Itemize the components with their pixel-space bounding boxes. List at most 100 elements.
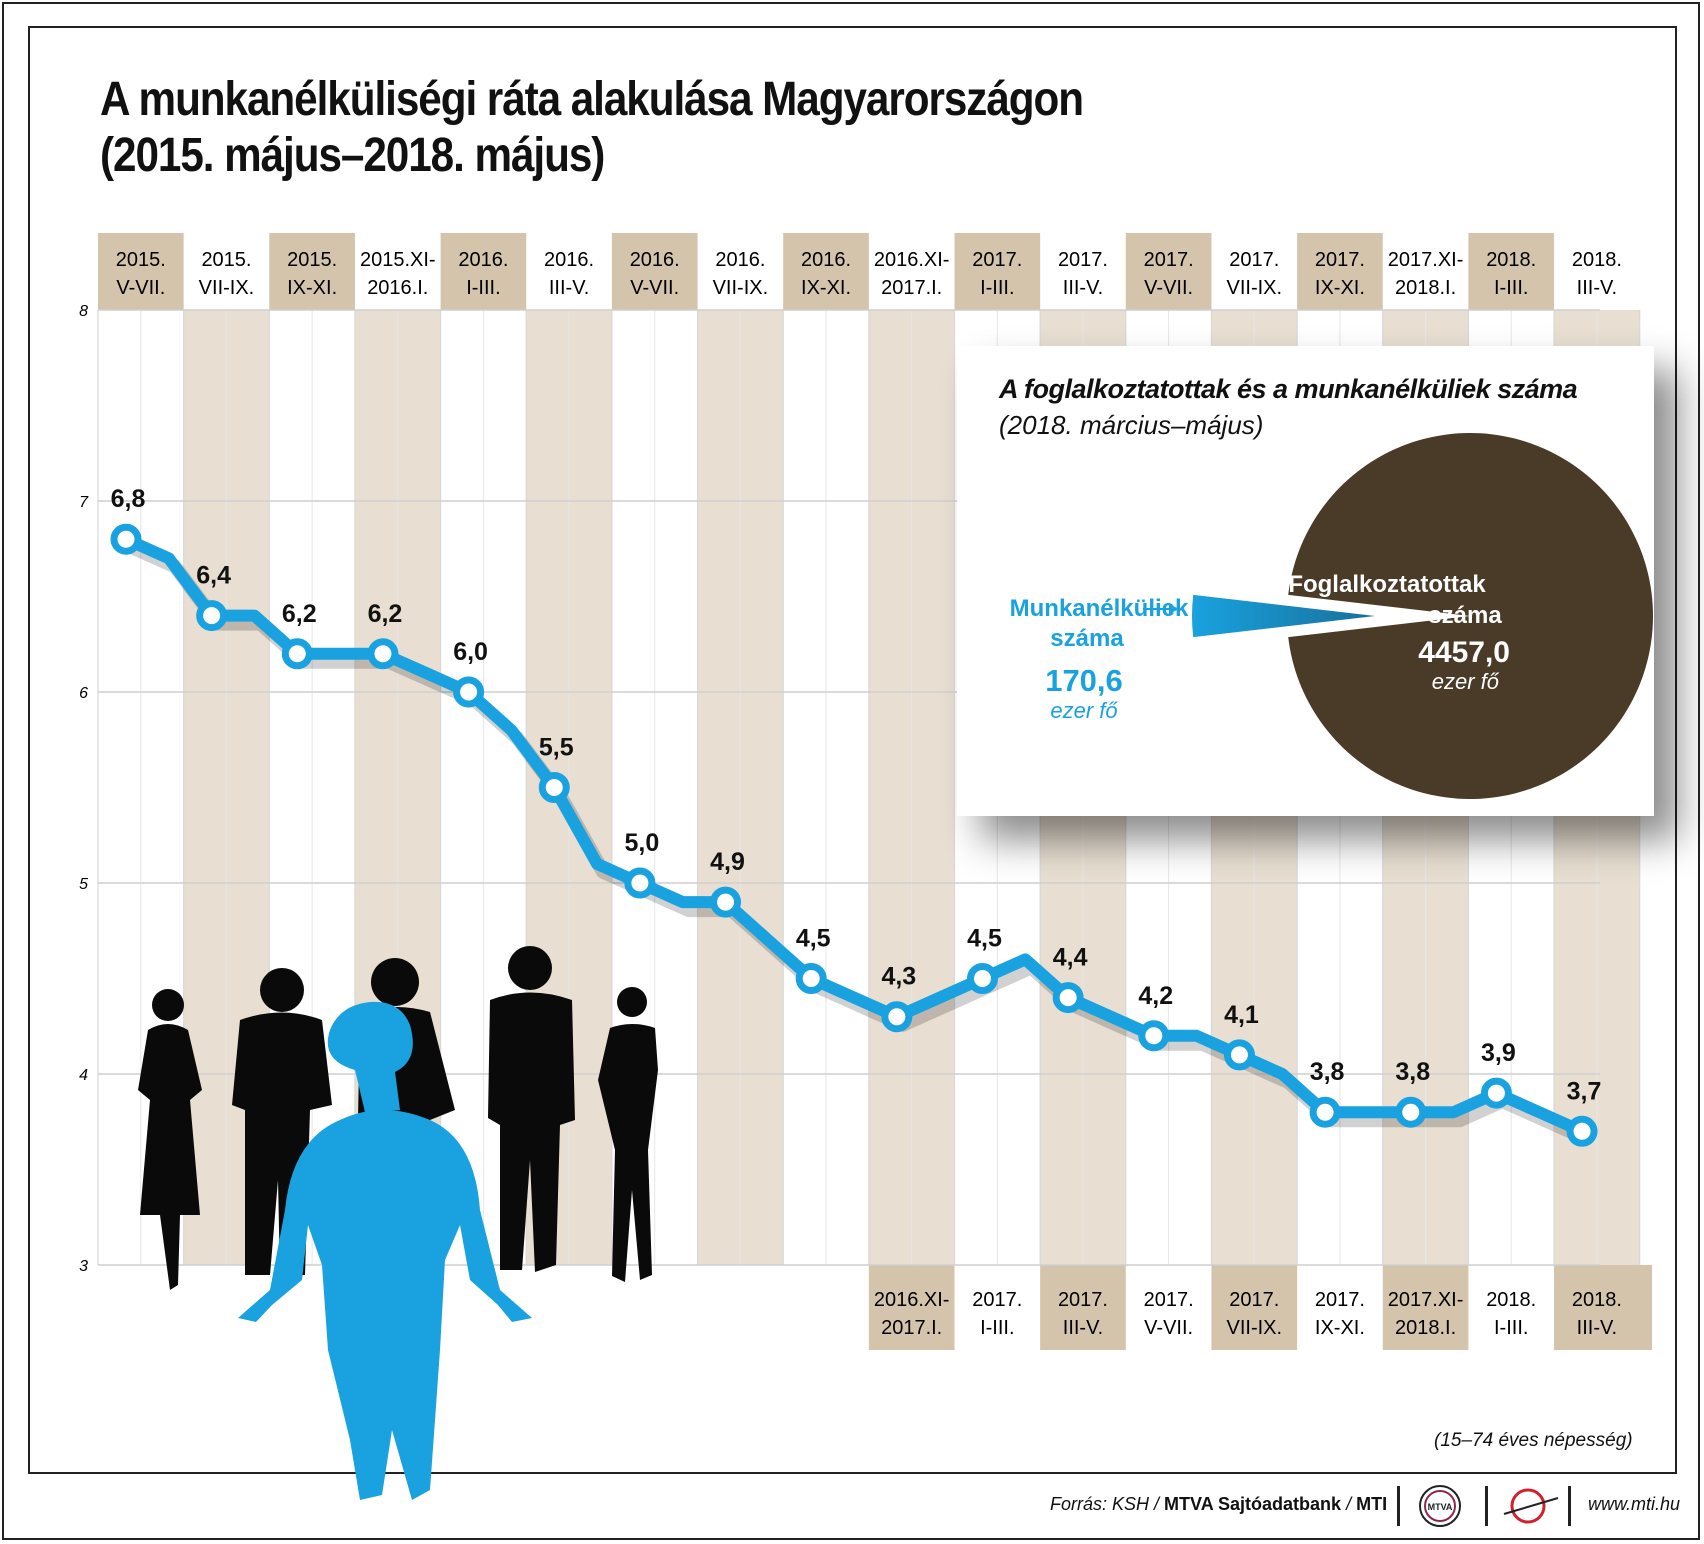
header-cell	[98, 233, 184, 310]
x-tick-label: 2018.I.	[1395, 277, 1456, 299]
x-tick-label-bottom: I-III.	[1494, 1317, 1528, 1339]
data-label: 6,0	[453, 638, 488, 666]
y-tick-label: 7	[79, 494, 89, 511]
source-end: MTI	[1356, 1494, 1388, 1514]
x-tick-label-bottom: 2018.	[1572, 1289, 1622, 1311]
x-tick-label: 2016.	[544, 249, 594, 271]
x-tick-label: 2016.I.	[367, 277, 428, 299]
data-point	[453, 676, 485, 708]
data-label: 6,8	[111, 485, 146, 513]
header-cell	[611, 233, 698, 310]
header-cell	[954, 233, 1041, 310]
data-points	[110, 523, 1598, 1147]
bottom-border-right	[496, 1472, 1677, 1474]
x-tick-label: V-VII.	[1144, 277, 1193, 299]
x-tick-label: VII-IX.	[199, 277, 255, 299]
pie-title: A foglalkoztatottak és a munkanélküliek …	[999, 374, 1578, 404]
silhouette-group-icon	[138, 946, 658, 1290]
x-tick-label: 2015.	[201, 249, 251, 271]
x-tick-label: 2017.	[1229, 249, 1279, 271]
x-tick-label-bottom: V-VII.	[1144, 1317, 1193, 1339]
x-tick-label: 2018.	[1572, 249, 1622, 271]
x-tick-label: 2016.XI-	[874, 249, 950, 271]
y-tick-label: 8	[79, 303, 88, 320]
data-label: 6,4	[196, 562, 231, 590]
mti-logo-icon	[1510, 1488, 1546, 1524]
header-cell	[440, 233, 527, 310]
pie-slice-unemployed	[1192, 594, 1375, 638]
footer-separator	[1568, 1486, 1571, 1526]
data-label: 6,2	[282, 600, 317, 628]
x-tick-label: 2017.	[1144, 249, 1194, 271]
mtva-logo-icon	[1419, 1485, 1461, 1527]
source-prefix: Forrás: KSH /	[1050, 1494, 1165, 1514]
data-label: 5,0	[625, 829, 660, 857]
chart-title: A munkanélküliségi ráta alakulása Magyar…	[100, 72, 1084, 184]
header-cell	[269, 233, 355, 310]
data-label: 3,8	[1310, 1058, 1345, 1086]
mtva-logo-ring-icon	[1424, 1490, 1456, 1522]
header-cell	[1125, 233, 1212, 310]
x-tick-label: VII-IX.	[713, 277, 769, 299]
x-tick-label-bottom: 2017.	[1144, 1289, 1194, 1311]
x-tick-label-bottom: 2018.I.	[1395, 1317, 1456, 1339]
data-label: 4,9	[710, 848, 745, 876]
data-label: 4,1	[1224, 1001, 1259, 1029]
x-tick-label: IX-XI.	[801, 277, 851, 299]
x-tick-label: III-V.	[1577, 277, 1617, 299]
source-line: Forrás: KSH / MTVA Sajtóadatbank / MTI	[1050, 1494, 1387, 1515]
data-point	[1395, 1096, 1427, 1128]
x-tick-label: 2015.XI-	[360, 249, 436, 271]
mtva-logo-text: MTVA	[1428, 1502, 1453, 1512]
data-label: 5,5	[539, 734, 574, 762]
x-tick-label-bottom: 2017.	[1229, 1289, 1279, 1311]
data-point	[281, 638, 313, 670]
footer-logos: MTVA	[1419, 1485, 1559, 1527]
unemployed-value: 170,6	[1045, 663, 1123, 698]
data-point	[710, 886, 742, 918]
footer-separator	[1485, 1486, 1488, 1526]
x-tick-label-bottom: 2016.XI-	[874, 1289, 950, 1311]
x-tick-label-bottom: 2017.	[972, 1289, 1022, 1311]
data-point	[110, 523, 142, 555]
data-point	[967, 963, 998, 994]
y-tick-label: 6	[79, 685, 88, 702]
x-tick-label-bottom: 2017.XI-	[1388, 1289, 1464, 1311]
pie-panel: A foglalkoztatottak és a munkanélküliek …	[957, 346, 1654, 816]
x-tick-label: IX-XI.	[1315, 277, 1365, 299]
footer-cell	[1382, 1265, 1469, 1350]
footer-cell	[1040, 1265, 1126, 1350]
y-tick-label: 3	[79, 1258, 88, 1275]
x-tick-label: 2016.	[801, 249, 851, 271]
arrowhead-icon	[1169, 604, 1179, 614]
x-tick-label: I-III.	[1494, 277, 1528, 299]
footer-separator	[1397, 1486, 1400, 1526]
data-point	[196, 600, 228, 632]
x-tick-label-bottom: IX-XI.	[1315, 1317, 1365, 1339]
data-labels: 6,8 6,4 6,2 6,2 6,0 5,5 5,0 4,9 4,5 4,3 4,5 4,4 4,2 4…	[111, 485, 1602, 1105]
x-tick-label: III-V.	[549, 277, 589, 299]
data-label: 4,3	[881, 963, 916, 991]
pie-chart: Foglalkoztatottak száma 4457,0 ezer fő M…	[1010, 432, 1653, 799]
x-tick-label-bottom: VII-IX.	[1226, 1317, 1282, 1339]
population-note: (15–74 éves népesség)	[1434, 1430, 1633, 1451]
unemployed-unit: ezer fő	[1050, 698, 1118, 723]
mti-logo-stroke-icon	[1503, 1497, 1559, 1515]
x-tick-label: I-III.	[980, 277, 1014, 299]
footer-cell	[1211, 1265, 1298, 1350]
data-label: 4,5	[967, 925, 1002, 953]
x-tick-label: 2017.	[972, 249, 1022, 271]
data-point	[624, 867, 656, 899]
y-axis-ticks: 3 4 5 6 7 8	[79, 303, 89, 1275]
data-label: 3,9	[1481, 1039, 1516, 1067]
x-tick-label: V-VII.	[116, 277, 165, 299]
x-tick-label-bottom: 2018.	[1486, 1289, 1536, 1311]
x-tick-label-bottom: 2017.	[1315, 1289, 1365, 1311]
x-tick-label: IX-XI.	[287, 277, 337, 299]
x-tick-label: 2016.	[458, 249, 508, 271]
data-label: 4,4	[1053, 944, 1088, 972]
x-tick-label-bottom: III-V.	[1577, 1317, 1617, 1339]
x-tick-label: 2018.	[1486, 249, 1536, 271]
data-point	[538, 772, 570, 803]
